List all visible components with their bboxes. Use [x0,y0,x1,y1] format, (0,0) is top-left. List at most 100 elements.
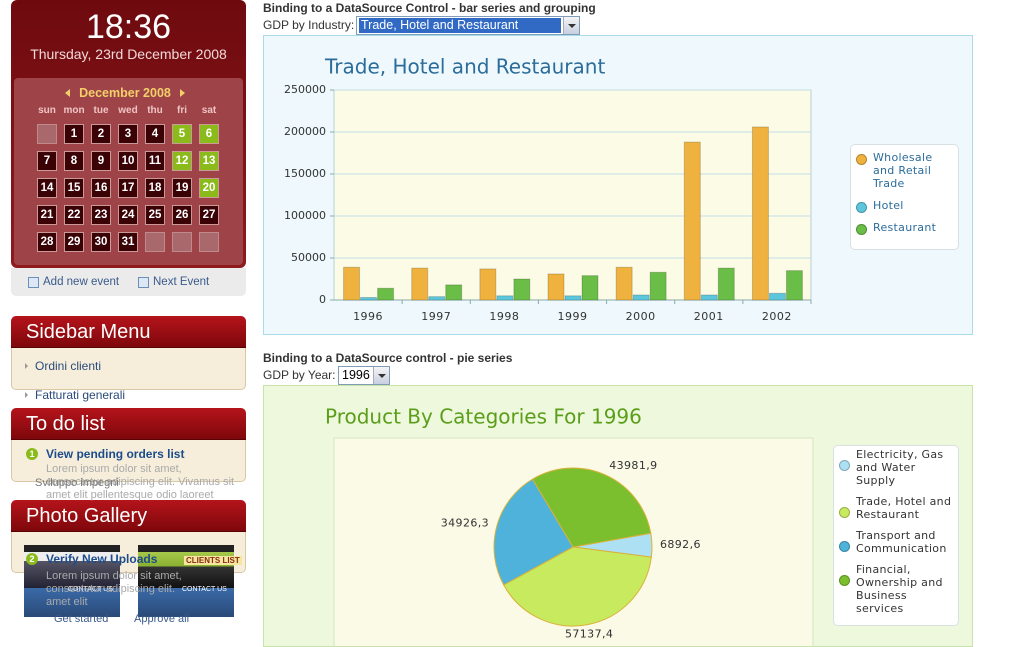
pie-chart-panel: Product By Categories For 1996 6892,6 5713… [263,385,973,647]
bar [564,295,582,301]
legend-swatch [856,224,867,235]
calendar-empty [145,232,165,252]
menu-item[interactable]: Ordini clienti [35,359,102,373]
calendar-day[interactable]: 11 [145,151,165,171]
bar [343,266,361,301]
legend-label: Wholesale and Retail Trade [873,151,933,190]
clock-box: 18:36 Thursday, 23rd December 2008 Decem… [11,0,246,268]
calendar-day[interactable]: 7 [37,151,57,171]
bar [717,267,735,301]
legend-item: Restaurant [854,221,954,235]
weekday: sat [201,105,217,116]
todo-header: To do list [11,408,246,440]
x-tick-label: 2002 [762,310,792,323]
calendar-day[interactable]: 26 [172,205,192,225]
stray-text[interactable]: Approve all [134,613,190,625]
bar-chart: Trade, Hotel and Restaurant 0 50000 100000 1… [284,55,812,323]
legend-label: Hotel [873,199,904,212]
data-label: 6892,6 [660,538,701,551]
weekday: tue [93,105,109,116]
bar [700,294,718,301]
calendar-day[interactable]: 16 [91,178,111,198]
clock-date: Thursday, 23rd December 2008 [30,46,227,62]
calendar-day[interactable]: 4 [145,124,165,144]
thumbnail-label: CONTACT US [182,586,227,593]
calendar-day[interactable]: 27 [199,205,219,225]
calendar-day[interactable]: 8 [64,151,84,171]
calendar: December 2008 sun mon tue wed thu fri sat 1 2 3 4 5… [14,78,243,265]
select-button[interactable] [373,367,389,384]
calendar-day[interactable]: 18 [145,178,165,198]
calendar-day[interactable]: 20 [199,178,219,198]
legend-swatch [839,507,850,518]
calendar-day[interactable]: 19 [172,178,192,198]
prev-month[interactable] [63,87,73,99]
todo-text: Lorem ipsum dolor sit amet, [46,570,182,582]
next-month[interactable] [177,87,187,99]
calendar-day[interactable]: 17 [118,178,138,198]
section-heading: Binding to a DataSource Control - bar se… [263,1,596,15]
calendar-month: December 2008 [79,86,171,100]
todo-label[interactable]: Verify New Uploads [46,552,158,566]
calendar-day[interactable]: 12 [172,151,192,171]
todo-label[interactable]: View pending orders list [46,447,185,461]
legend-label: Financial, Ownership and Business servic… [856,563,943,615]
legend-item: Hotel [854,199,954,213]
bar [513,278,531,301]
calendar-day[interactable]: 23 [91,205,111,225]
calendar-day[interactable]: 25 [145,205,165,225]
select-button[interactable] [563,17,579,34]
x-tick-label: 1996 [353,310,383,323]
calendar-day[interactable]: 3 [118,124,138,144]
calendar-day[interactable]: 22 [64,205,84,225]
calendar-day[interactable]: 24 [118,205,138,225]
todo-text: consectetur adipiscing elit. Vivamus sit [46,476,235,488]
todo-text: amet elit pellentesque odio laoreet [46,489,214,501]
industry-select[interactable]: Trade, Hotel and Restaurant [356,16,580,35]
calendar-day[interactable]: 5 [172,124,192,144]
chart-title: Trade, Hotel and Restaurant [324,55,605,79]
pie-slice [503,546,652,627]
todo-body [11,440,246,482]
legend-swatch [839,460,850,471]
bar [581,275,599,301]
calendar-day[interactable]: 6 [199,124,219,144]
calendar-day[interactable]: 9 [91,151,111,171]
add-event-link[interactable]: Add new event [43,276,120,288]
icon [138,277,149,288]
menu-body [11,348,246,390]
thumbnail[interactable] [24,545,120,617]
calendar-day[interactable]: 30 [91,232,111,252]
calendar-day[interactable]: 21 [37,205,57,225]
plot-area [333,89,812,301]
weekday: wed [118,105,138,116]
bar [479,268,497,301]
legend-item: Electricity, Gas and Water Supply [837,448,954,487]
calendar-day[interactable]: 1 [64,124,84,144]
legend-label: Transport and Communication [856,529,947,555]
calendar-day[interactable]: 14 [37,178,57,198]
calendar-day[interactable]: 31 [118,232,138,252]
y-tick-label: 50000 [291,251,326,264]
calendar-day[interactable]: 29 [64,232,84,252]
calendar-day[interactable]: 15 [64,178,84,198]
calendar-day[interactable]: 28 [37,232,57,252]
legend-swatch [856,202,867,213]
bar [377,287,395,301]
legend-item: Wholesale and Retail Trade [854,151,954,190]
menu-item[interactable]: Fatturati generali [35,388,126,402]
data-label: 34926,3 [441,517,489,530]
calendar-empty [199,232,219,252]
stray-text[interactable]: Get started [54,613,109,625]
thumbnail-label: CONTACT US [68,586,113,593]
selector-label: GDP by Year: [263,368,336,382]
y-tick-label: 0 [319,293,326,306]
calendar-day[interactable]: 2 [91,124,111,144]
legend-item: Transport and Communication [837,529,954,555]
weekday: mon [63,105,85,116]
calendar-day[interactable]: 13 [199,151,219,171]
calendar-day[interactable]: 10 [118,151,138,171]
calendar-empty [37,124,57,144]
year-select[interactable]: 1996 [338,366,390,385]
next-event-link[interactable]: Next Event [153,276,210,288]
